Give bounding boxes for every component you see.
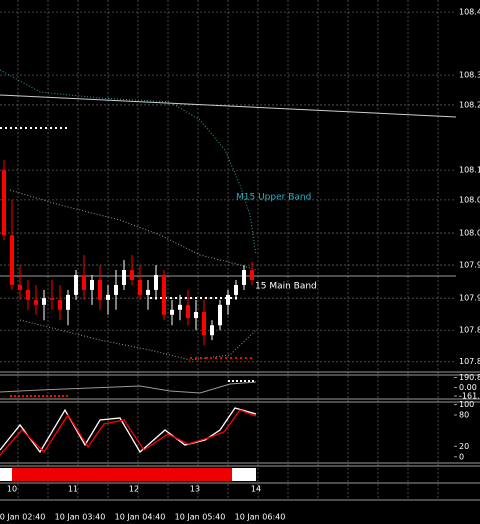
candle-body <box>106 294 110 300</box>
y-tick-label: -161.5 <box>459 391 480 400</box>
candle-body <box>202 312 206 336</box>
time-label: 10 Jan 05:40 <box>175 513 226 522</box>
y-tick-label: 108.4 <box>459 8 480 17</box>
candle-body <box>194 312 198 319</box>
annotation: 15 Main Band <box>255 282 317 292</box>
candle-body <box>162 275 166 315</box>
candle-body <box>2 170 6 236</box>
candle-body <box>154 275 158 290</box>
hour-label: 13 <box>190 485 200 494</box>
time-label: 10 Jan 06:40 <box>235 513 286 522</box>
hour-label: 14 <box>251 485 261 494</box>
candle-body <box>114 284 118 295</box>
candle-body <box>10 235 14 285</box>
y-tick-label: 107.8 <box>459 326 480 335</box>
y-tick-label: 0 <box>459 452 464 461</box>
y-tick-label: 108.2 <box>459 100 480 109</box>
candle-body <box>82 275 86 290</box>
candle-body <box>18 284 22 290</box>
candle-body <box>186 304 190 319</box>
candle-body <box>58 299 62 310</box>
cci-line <box>0 381 257 394</box>
y-tick-label: 108.0 <box>459 229 480 238</box>
candle-body <box>50 298 54 300</box>
candle-body <box>74 275 78 295</box>
grid <box>0 0 456 500</box>
y-tick-label: 190.8 <box>459 373 480 382</box>
candle-body <box>218 304 222 326</box>
candle-body <box>34 299 38 305</box>
stoch-main <box>0 407 257 454</box>
y-tick-label: 100 <box>459 400 474 409</box>
candle-body <box>226 294 230 305</box>
candle-body <box>138 279 142 295</box>
y-tick-label: 20 <box>459 442 469 451</box>
candle-body <box>210 325 214 336</box>
hour-label: 12 <box>129 485 139 494</box>
candle-body <box>98 279 102 300</box>
candle-body <box>130 270 134 280</box>
y-tick-label: 80 <box>459 411 469 420</box>
trend-line <box>0 94 457 118</box>
candle-body <box>122 270 126 285</box>
candles <box>2 160 254 346</box>
candle-body <box>250 270 254 280</box>
candle-body <box>242 270 246 285</box>
annotation: M15 Upper Band <box>236 193 311 203</box>
y-tick-label: 107.9 <box>459 294 480 303</box>
candle-body <box>146 289 150 295</box>
candle-body <box>26 289 30 300</box>
labels: 108.4 108.3 108.2 108.1 108.0 108.0 107.9 107.9… <box>0 8 480 522</box>
upper-band <box>0 69 257 256</box>
candle-body <box>234 284 238 295</box>
y-tick-label: 108.0 <box>459 195 480 204</box>
candle-body <box>178 304 182 310</box>
candle-body <box>170 309 174 315</box>
time-label: 10 Jan 03:40 <box>55 513 106 522</box>
hour-label: 11 <box>68 485 78 494</box>
y-tick-label: 108.3 <box>459 71 480 80</box>
hour-label: 10 <box>7 485 17 494</box>
candle-body <box>42 298 46 305</box>
main-band <box>9 189 257 271</box>
time-label: 10 Jan 04:40 <box>115 513 166 522</box>
y-tick-label: 107.8 <box>459 357 480 366</box>
y-tick-label: 108.1 <box>459 166 480 175</box>
strip <box>0 468 12 481</box>
candle-body <box>90 279 94 290</box>
y-tick-label: 107.9 <box>459 261 480 270</box>
time-label: 10 Jan 02:40 <box>0 513 45 522</box>
strip <box>12 468 232 481</box>
stoch-signal <box>0 409 257 456</box>
candle-body <box>66 294 70 310</box>
strip <box>232 468 256 481</box>
y-tick-label: 0.00 <box>459 383 477 392</box>
